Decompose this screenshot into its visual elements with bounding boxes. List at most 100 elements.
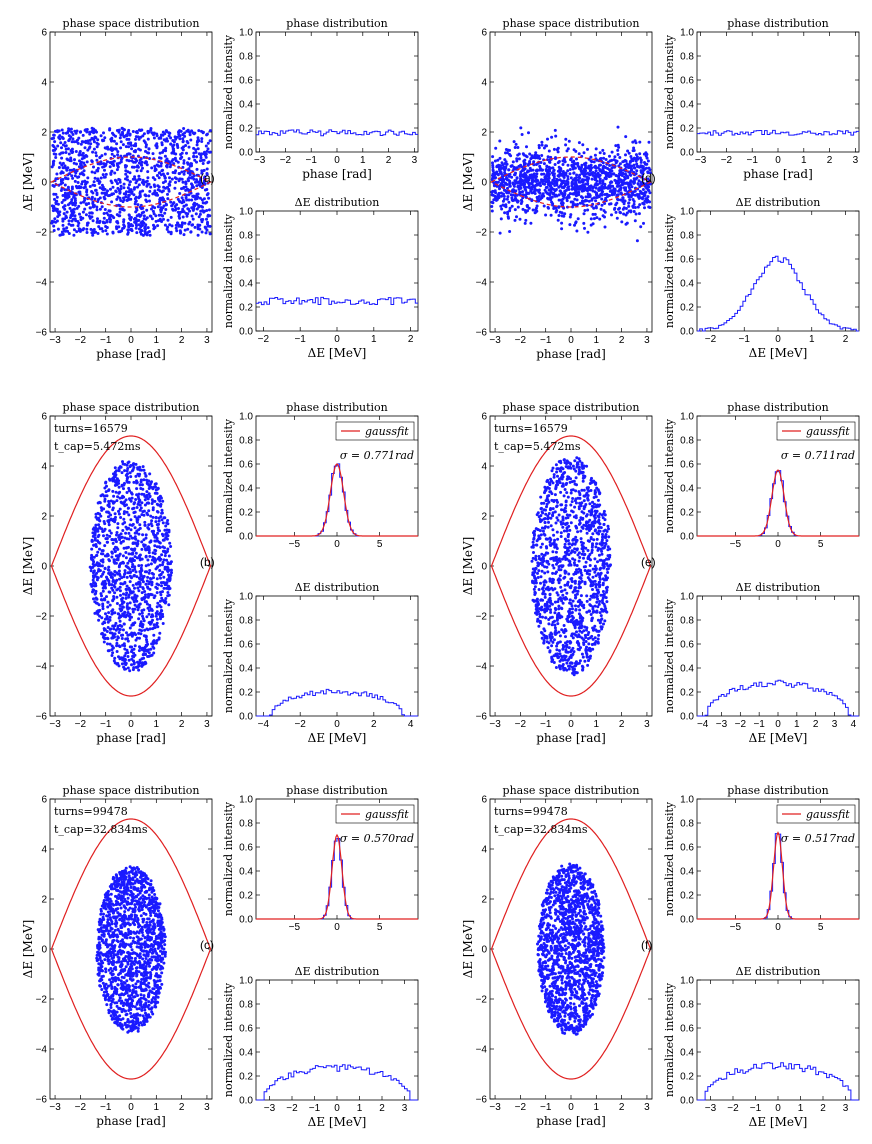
scatter-point: [135, 665, 139, 669]
scatter-point: [106, 568, 110, 572]
scatter-point: [132, 918, 136, 922]
scatter-point: [71, 137, 75, 141]
scatter-point: [97, 225, 101, 229]
scatter-point: [553, 163, 557, 166]
scatter-point: [104, 943, 108, 947]
x-tick-label: −5: [289, 922, 301, 933]
scatter-point: [73, 217, 77, 221]
scatter-point: [101, 586, 105, 590]
scatter-point: [101, 633, 105, 637]
scatter-point: [119, 199, 123, 202]
scatter-point: [96, 950, 100, 954]
scatter-point: [156, 936, 160, 940]
y-tick-label: 0.8: [239, 52, 253, 63]
y-tick-label: −6: [36, 1095, 48, 1106]
scatter-point: [150, 890, 154, 894]
x-tick-label: 3: [644, 335, 650, 346]
scatter-point: [133, 867, 137, 871]
scatter-point: [140, 492, 144, 496]
scatter-point: [122, 891, 126, 895]
scatter-point: [199, 209, 203, 213]
scatter-point: [149, 914, 153, 917]
scatter-point: [94, 515, 98, 519]
scatter-point: [122, 546, 126, 550]
scatter-point: [175, 135, 179, 139]
scatter-point: [103, 522, 107, 526]
scatter-points: [490, 125, 652, 243]
scatter-point: [155, 174, 159, 177]
scatter-point: [103, 208, 107, 211]
scatter-point: [167, 189, 171, 193]
x-tick-label: −1: [306, 155, 318, 166]
scatter-point: [129, 1026, 133, 1030]
scatter-point: [177, 207, 180, 210]
scatter-point: [187, 145, 191, 149]
x-tick-label: 0: [334, 155, 340, 166]
scatter-point: [129, 885, 133, 889]
scatter-point: [72, 195, 76, 199]
scatter-point: [166, 519, 170, 522]
scatter-point: [144, 474, 148, 478]
scatter-point: [159, 161, 163, 165]
scatter-point: [88, 130, 92, 134]
scatter-point: [148, 233, 152, 237]
y-tick-label: 0.2: [239, 1072, 253, 1083]
scatter-point: [105, 575, 108, 579]
scatter-point: [112, 595, 116, 598]
scatter-point: [139, 163, 143, 166]
scatter-point: [61, 131, 65, 135]
scatter-point: [93, 197, 97, 201]
scatter-point: [67, 232, 71, 235]
scatter-point: [108, 478, 112, 482]
scatter-point: [134, 905, 137, 909]
scatter-point: [145, 570, 149, 574]
scatter-point: [126, 933, 130, 937]
scatter-point: [52, 184, 56, 188]
scatter-point: [152, 225, 156, 229]
scatter-point: [168, 577, 172, 581]
y-tick-label: 4: [41, 845, 47, 856]
scatter-point: [58, 161, 62, 165]
scatter-point: [109, 918, 113, 922]
scatter-point: [121, 529, 125, 532]
scatter-point: [135, 481, 139, 485]
scatter-point: [159, 515, 163, 519]
x-tick-label: −1: [100, 719, 112, 730]
scatter-point: [157, 171, 161, 175]
scatter-point: [560, 200, 564, 204]
scatter-point: [127, 214, 131, 217]
scatter-point: [490, 205, 494, 208]
turns-annotation: turns=16579: [54, 422, 128, 435]
scatter-point: [159, 557, 163, 561]
scatter-point: [129, 491, 133, 495]
scatter-point: [106, 600, 110, 604]
scatter-point: [85, 203, 88, 207]
scatter-point: [149, 879, 153, 883]
scatter-point: [195, 140, 199, 144]
scatter-point: [115, 546, 119, 550]
scatter-point: [117, 956, 121, 960]
scatter-point: [104, 939, 108, 943]
scatter-point: [91, 219, 95, 223]
x-axis-label: phase [rad]: [536, 347, 606, 361]
scatter-point: [93, 581, 97, 585]
scatter-point: [125, 892, 129, 896]
scatter-point: [92, 140, 96, 144]
scatter-point: [120, 535, 124, 539]
scatter-point: [166, 522, 170, 526]
x-axis-label: phase [rad]: [96, 731, 166, 745]
scatter-point: [139, 993, 143, 997]
scatter-point: [140, 1008, 144, 1012]
scatter-point: [149, 647, 153, 651]
scatter-point: [125, 631, 128, 635]
scatter-point: [135, 945, 139, 949]
scatter-point: [129, 1015, 133, 1019]
scatter-point: [139, 1000, 143, 1004]
scatter-point: [121, 614, 125, 617]
scatter-point: [186, 161, 189, 165]
scatter-point: [93, 135, 97, 139]
scatter-point: [82, 200, 85, 204]
scatter-point: [142, 966, 146, 970]
scatter-point: [147, 571, 151, 575]
y-tick-label: −2: [476, 228, 488, 239]
